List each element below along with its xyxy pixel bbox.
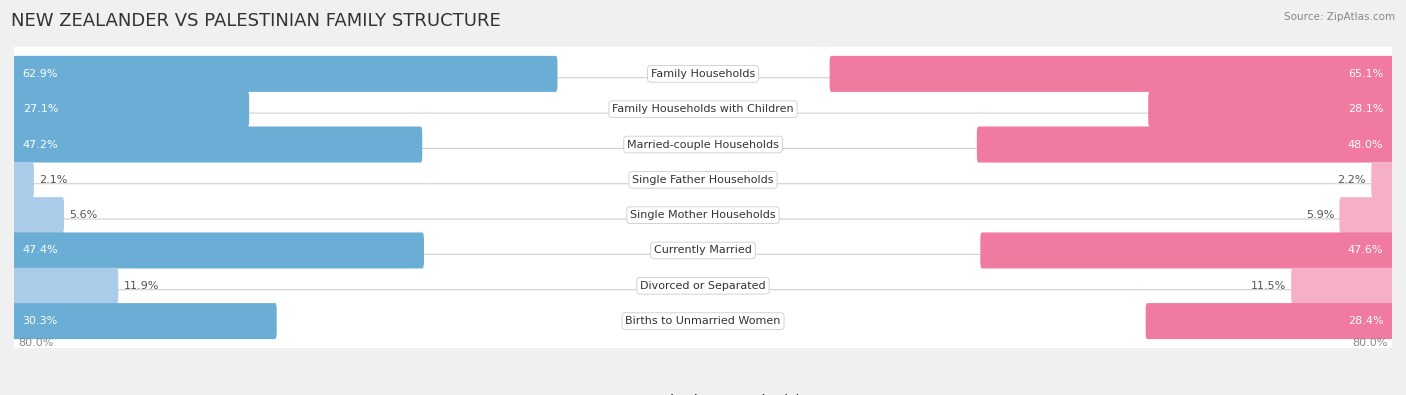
FancyBboxPatch shape — [830, 56, 1393, 92]
Text: 11.5%: 11.5% — [1251, 281, 1286, 291]
Text: 28.1%: 28.1% — [1348, 104, 1384, 114]
FancyBboxPatch shape — [1146, 303, 1393, 339]
Legend: New Zealander, Palestinian: New Zealander, Palestinian — [591, 394, 815, 395]
FancyBboxPatch shape — [10, 42, 1396, 105]
FancyBboxPatch shape — [13, 268, 118, 304]
FancyBboxPatch shape — [13, 303, 277, 339]
FancyBboxPatch shape — [10, 290, 1396, 353]
Text: 47.4%: 47.4% — [22, 245, 58, 256]
FancyBboxPatch shape — [13, 126, 422, 162]
Text: 2.2%: 2.2% — [1337, 175, 1367, 185]
FancyBboxPatch shape — [10, 113, 1396, 176]
Text: Family Households with Children: Family Households with Children — [612, 104, 794, 114]
Text: Married-couple Households: Married-couple Households — [627, 139, 779, 150]
FancyBboxPatch shape — [10, 254, 1396, 317]
FancyBboxPatch shape — [10, 219, 1396, 282]
FancyBboxPatch shape — [1340, 197, 1393, 233]
FancyBboxPatch shape — [10, 184, 1396, 246]
FancyBboxPatch shape — [10, 149, 1396, 211]
FancyBboxPatch shape — [13, 233, 425, 269]
Text: NEW ZEALANDER VS PALESTINIAN FAMILY STRUCTURE: NEW ZEALANDER VS PALESTINIAN FAMILY STRU… — [11, 12, 501, 30]
Text: 11.9%: 11.9% — [124, 281, 159, 291]
FancyBboxPatch shape — [13, 197, 65, 233]
Text: Divorced or Separated: Divorced or Separated — [640, 281, 766, 291]
FancyBboxPatch shape — [1149, 91, 1393, 127]
Text: Births to Unmarried Women: Births to Unmarried Women — [626, 316, 780, 326]
Text: Family Households: Family Households — [651, 69, 755, 79]
Text: 2.1%: 2.1% — [39, 175, 67, 185]
Text: 62.9%: 62.9% — [22, 69, 58, 79]
FancyBboxPatch shape — [13, 91, 249, 127]
Text: 5.6%: 5.6% — [69, 210, 97, 220]
FancyBboxPatch shape — [1291, 268, 1393, 304]
Text: 48.0%: 48.0% — [1348, 139, 1384, 150]
Text: 47.2%: 47.2% — [22, 139, 58, 150]
Text: Source: ZipAtlas.com: Source: ZipAtlas.com — [1284, 12, 1395, 22]
Text: Single Father Households: Single Father Households — [633, 175, 773, 185]
Text: 47.6%: 47.6% — [1348, 245, 1384, 256]
Text: 80.0%: 80.0% — [18, 338, 53, 348]
Text: 65.1%: 65.1% — [1348, 69, 1384, 79]
Text: 28.4%: 28.4% — [1348, 316, 1384, 326]
Text: 27.1%: 27.1% — [22, 104, 58, 114]
FancyBboxPatch shape — [13, 56, 557, 92]
FancyBboxPatch shape — [1371, 162, 1393, 198]
FancyBboxPatch shape — [980, 233, 1393, 269]
Text: 80.0%: 80.0% — [1353, 338, 1388, 348]
Text: Currently Married: Currently Married — [654, 245, 752, 256]
Text: 5.9%: 5.9% — [1306, 210, 1334, 220]
Text: 30.3%: 30.3% — [22, 316, 58, 326]
FancyBboxPatch shape — [977, 126, 1393, 162]
Text: Single Mother Households: Single Mother Households — [630, 210, 776, 220]
FancyBboxPatch shape — [10, 78, 1396, 141]
FancyBboxPatch shape — [13, 162, 34, 198]
